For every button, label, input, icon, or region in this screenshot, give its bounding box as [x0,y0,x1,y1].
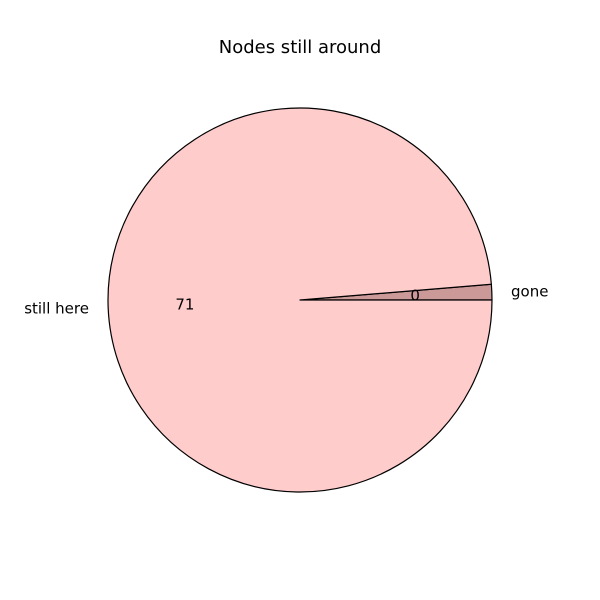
pie-slices [107,107,493,493]
slice-label-gone: gone [511,282,548,300]
slice-value-gone: 0 [410,286,420,304]
slice-label-still-here: still here [24,300,89,318]
pie-slice-still-here [107,107,493,493]
chart-title: Nodes still around [219,37,382,58]
pie-labels: gone 0 still here 71 [24,282,548,317]
slice-value-still-here: 71 [175,296,194,314]
